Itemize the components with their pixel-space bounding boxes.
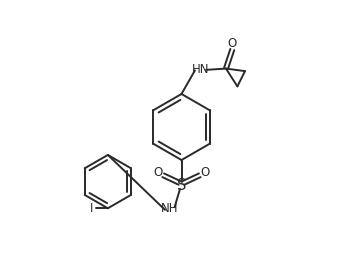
- Text: O: O: [154, 166, 163, 179]
- Text: HN: HN: [192, 63, 209, 76]
- Text: NH: NH: [161, 202, 179, 215]
- Text: I: I: [90, 202, 94, 215]
- Text: O: O: [200, 166, 209, 179]
- Text: S: S: [177, 178, 186, 193]
- Text: O: O: [228, 37, 237, 50]
